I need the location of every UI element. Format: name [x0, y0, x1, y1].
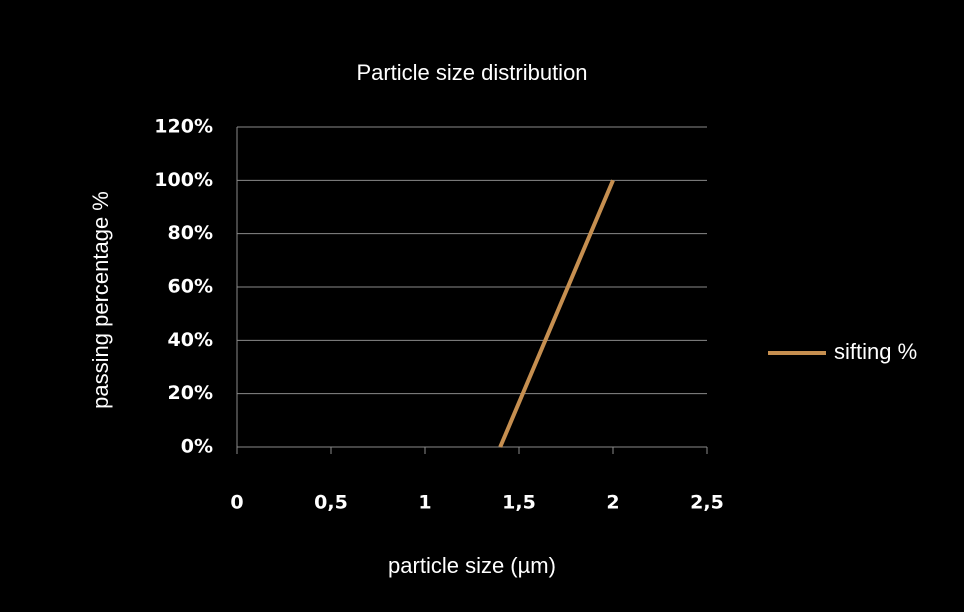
x-tick-label: 1,5 — [502, 492, 536, 514]
y-tick-label: 120% — [154, 116, 213, 138]
y-tick-label: 20% — [168, 382, 213, 404]
legend-label: sifting % — [834, 339, 917, 364]
chart-title: Particle size distribution — [356, 60, 587, 85]
y-tick-label: 100% — [154, 169, 213, 191]
x-tick-label: 0 — [230, 492, 243, 514]
x-tick-label: 1 — [418, 492, 431, 514]
x-tick-label: 2,5 — [690, 492, 724, 514]
y-tick-label: 0% — [181, 436, 213, 458]
y-tick-label: 60% — [168, 276, 213, 298]
series-line — [498, 179, 615, 448]
y-axis-label: passing percentage % — [88, 191, 113, 409]
y-tick-label: 40% — [168, 329, 213, 351]
x-axis-label: particle size (µm) — [388, 553, 556, 578]
y-tick-label: 80% — [168, 222, 213, 244]
x-tick-label: 0,5 — [314, 492, 348, 514]
x-tick-label: 2 — [606, 492, 619, 514]
